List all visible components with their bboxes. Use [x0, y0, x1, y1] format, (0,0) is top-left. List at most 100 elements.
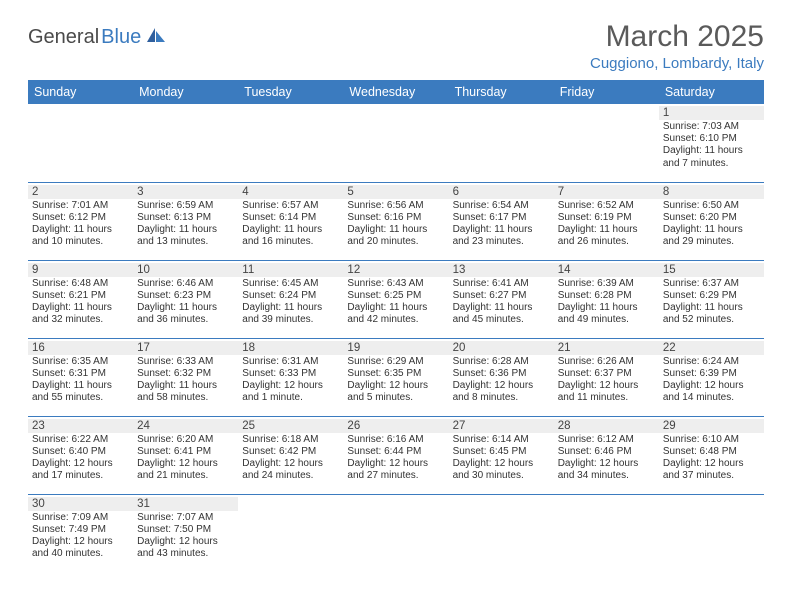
sunrise-text: Sunrise: 6:12 AM: [558, 434, 634, 445]
sunrise-text: Sunrise: 6:16 AM: [347, 434, 423, 445]
daylight-text: Daylight: 12 hours and 27 minutes.: [347, 458, 428, 481]
day-info: Sunrise: 6:41 AMSunset: 6:27 PMDaylight:…: [453, 278, 550, 327]
day-info: Sunrise: 6:31 AMSunset: 6:33 PMDaylight:…: [242, 356, 339, 405]
day-header: Monday: [133, 80, 238, 104]
calendar-day-cell: 26Sunrise: 6:16 AMSunset: 6:44 PMDayligh…: [343, 416, 448, 494]
calendar-day-cell: 27Sunrise: 6:14 AMSunset: 6:45 PMDayligh…: [449, 416, 554, 494]
sunrise-text: Sunrise: 6:54 AM: [453, 200, 529, 211]
day-cell-content: 5Sunrise: 6:56 AMSunset: 6:16 PMDaylight…: [343, 183, 448, 251]
daylight-text: Daylight: 11 hours and 36 minutes.: [137, 302, 217, 325]
day-info: Sunrise: 6:12 AMSunset: 6:46 PMDaylight:…: [558, 434, 655, 483]
calendar-day-cell: 30Sunrise: 7:09 AMSunset: 7:49 PMDayligh…: [28, 494, 133, 572]
daylight-text: Daylight: 11 hours and 39 minutes.: [242, 302, 322, 325]
day-cell-content: 22Sunrise: 6:24 AMSunset: 6:39 PMDayligh…: [659, 339, 764, 407]
day-cell-content: 2Sunrise: 7:01 AMSunset: 6:12 PMDaylight…: [28, 183, 133, 251]
day-info: Sunrise: 6:29 AMSunset: 6:35 PMDaylight:…: [347, 356, 444, 405]
sunset-text: Sunset: 6:39 PM: [663, 368, 737, 379]
logo-text-general: General: [28, 26, 99, 49]
day-info: Sunrise: 6:37 AMSunset: 6:29 PMDaylight:…: [663, 278, 760, 327]
sunrise-text: Sunrise: 6:59 AM: [137, 200, 213, 211]
day-number: 11: [238, 263, 343, 277]
day-header: Wednesday: [343, 80, 448, 104]
day-cell-content: 8Sunrise: 6:50 AMSunset: 6:20 PMDaylight…: [659, 183, 764, 251]
day-cell-content: 7Sunrise: 6:52 AMSunset: 6:19 PMDaylight…: [554, 183, 659, 251]
calendar-day-cell: 25Sunrise: 6:18 AMSunset: 6:42 PMDayligh…: [238, 416, 343, 494]
calendar-empty-cell: [554, 104, 659, 182]
daylight-text: Daylight: 12 hours and 17 minutes.: [32, 458, 113, 481]
sunrise-text: Sunrise: 6:10 AM: [663, 434, 739, 445]
sunset-text: Sunset: 6:13 PM: [137, 212, 211, 223]
sunset-text: Sunset: 6:42 PM: [242, 446, 316, 457]
day-number: 26: [343, 419, 448, 433]
day-number: 25: [238, 419, 343, 433]
day-cell-content: 3Sunrise: 6:59 AMSunset: 6:13 PMDaylight…: [133, 183, 238, 251]
day-number: 13: [449, 263, 554, 277]
sunset-text: Sunset: 6:14 PM: [242, 212, 316, 223]
day-info: Sunrise: 6:56 AMSunset: 6:16 PMDaylight:…: [347, 200, 444, 249]
daylight-text: Daylight: 11 hours and 52 minutes.: [663, 302, 743, 325]
sunrise-text: Sunrise: 6:35 AM: [32, 356, 108, 367]
sunset-text: Sunset: 7:49 PM: [32, 524, 106, 535]
logo: GeneralBlue: [28, 20, 167, 49]
calendar-page: GeneralBlue March 2025 Cuggiono, Lombard…: [0, 0, 792, 592]
daylight-text: Daylight: 11 hours and 55 minutes.: [32, 380, 112, 403]
calendar-empty-cell: [554, 494, 659, 572]
calendar-thead: SundayMondayTuesdayWednesdayThursdayFrid…: [28, 80, 764, 104]
sunrise-text: Sunrise: 6:41 AM: [453, 278, 529, 289]
daylight-text: Daylight: 11 hours and 45 minutes.: [453, 302, 533, 325]
sunset-text: Sunset: 6:40 PM: [32, 446, 106, 457]
calendar-day-cell: 12Sunrise: 6:43 AMSunset: 6:25 PMDayligh…: [343, 260, 448, 338]
day-number: 15: [659, 263, 764, 277]
daylight-text: Daylight: 12 hours and 43 minutes.: [137, 536, 218, 559]
day-cell-content: 19Sunrise: 6:29 AMSunset: 6:35 PMDayligh…: [343, 339, 448, 407]
daylight-text: Daylight: 11 hours and 29 minutes.: [663, 224, 743, 247]
sunset-text: Sunset: 6:33 PM: [242, 368, 316, 379]
page-header: GeneralBlue March 2025 Cuggiono, Lombard…: [28, 20, 764, 72]
day-info: Sunrise: 6:14 AMSunset: 6:45 PMDaylight:…: [453, 434, 550, 483]
daylight-text: Daylight: 11 hours and 23 minutes.: [453, 224, 533, 247]
daylight-text: Daylight: 12 hours and 21 minutes.: [137, 458, 218, 481]
day-info: Sunrise: 6:24 AMSunset: 6:39 PMDaylight:…: [663, 356, 760, 405]
sunrise-text: Sunrise: 6:14 AM: [453, 434, 529, 445]
day-number: 27: [449, 419, 554, 433]
calendar-day-cell: 16Sunrise: 6:35 AMSunset: 6:31 PMDayligh…: [28, 338, 133, 416]
calendar-week-row: 1Sunrise: 7:03 AMSunset: 6:10 PMDaylight…: [28, 104, 764, 182]
sunrise-text: Sunrise: 7:01 AM: [32, 200, 108, 211]
day-cell-content: 29Sunrise: 6:10 AMSunset: 6:48 PMDayligh…: [659, 417, 764, 485]
sunrise-text: Sunrise: 6:50 AM: [663, 200, 739, 211]
day-cell-content: 4Sunrise: 6:57 AMSunset: 6:14 PMDaylight…: [238, 183, 343, 251]
day-header: Friday: [554, 80, 659, 104]
sunset-text: Sunset: 6:16 PM: [347, 212, 421, 223]
sunrise-text: Sunrise: 6:43 AM: [347, 278, 423, 289]
sunset-text: Sunset: 6:41 PM: [137, 446, 211, 457]
day-info: Sunrise: 6:16 AMSunset: 6:44 PMDaylight:…: [347, 434, 444, 483]
sunrise-text: Sunrise: 6:33 AM: [137, 356, 213, 367]
daylight-text: Daylight: 12 hours and 37 minutes.: [663, 458, 744, 481]
day-number: 21: [554, 341, 659, 355]
day-number: 23: [28, 419, 133, 433]
day-number: 6: [449, 185, 554, 199]
sunrise-text: Sunrise: 6:26 AM: [558, 356, 634, 367]
day-cell-content: 1Sunrise: 7:03 AMSunset: 6:10 PMDaylight…: [659, 104, 764, 172]
sunset-text: Sunset: 6:36 PM: [453, 368, 527, 379]
day-header: Thursday: [449, 80, 554, 104]
calendar-day-cell: 19Sunrise: 6:29 AMSunset: 6:35 PMDayligh…: [343, 338, 448, 416]
logo-text-blue: Blue: [101, 26, 141, 49]
calendar-day-cell: 13Sunrise: 6:41 AMSunset: 6:27 PMDayligh…: [449, 260, 554, 338]
day-cell-content: 25Sunrise: 6:18 AMSunset: 6:42 PMDayligh…: [238, 417, 343, 485]
calendar-empty-cell: [659, 494, 764, 572]
sunrise-text: Sunrise: 6:57 AM: [242, 200, 318, 211]
calendar-day-cell: 10Sunrise: 6:46 AMSunset: 6:23 PMDayligh…: [133, 260, 238, 338]
day-cell-content: 21Sunrise: 6:26 AMSunset: 6:37 PMDayligh…: [554, 339, 659, 407]
sunrise-text: Sunrise: 6:20 AM: [137, 434, 213, 445]
calendar-day-cell: 15Sunrise: 6:37 AMSunset: 6:29 PMDayligh…: [659, 260, 764, 338]
sunrise-text: Sunrise: 6:22 AM: [32, 434, 108, 445]
day-cell-content: 20Sunrise: 6:28 AMSunset: 6:36 PMDayligh…: [449, 339, 554, 407]
day-cell-content: 16Sunrise: 6:35 AMSunset: 6:31 PMDayligh…: [28, 339, 133, 407]
day-cell-content: 23Sunrise: 6:22 AMSunset: 6:40 PMDayligh…: [28, 417, 133, 485]
calendar-day-cell: 14Sunrise: 6:39 AMSunset: 6:28 PMDayligh…: [554, 260, 659, 338]
daylight-text: Daylight: 11 hours and 58 minutes.: [137, 380, 217, 403]
calendar-day-cell: 3Sunrise: 6:59 AMSunset: 6:13 PMDaylight…: [133, 182, 238, 260]
calendar-day-cell: 29Sunrise: 6:10 AMSunset: 6:48 PMDayligh…: [659, 416, 764, 494]
calendar-empty-cell: [343, 494, 448, 572]
